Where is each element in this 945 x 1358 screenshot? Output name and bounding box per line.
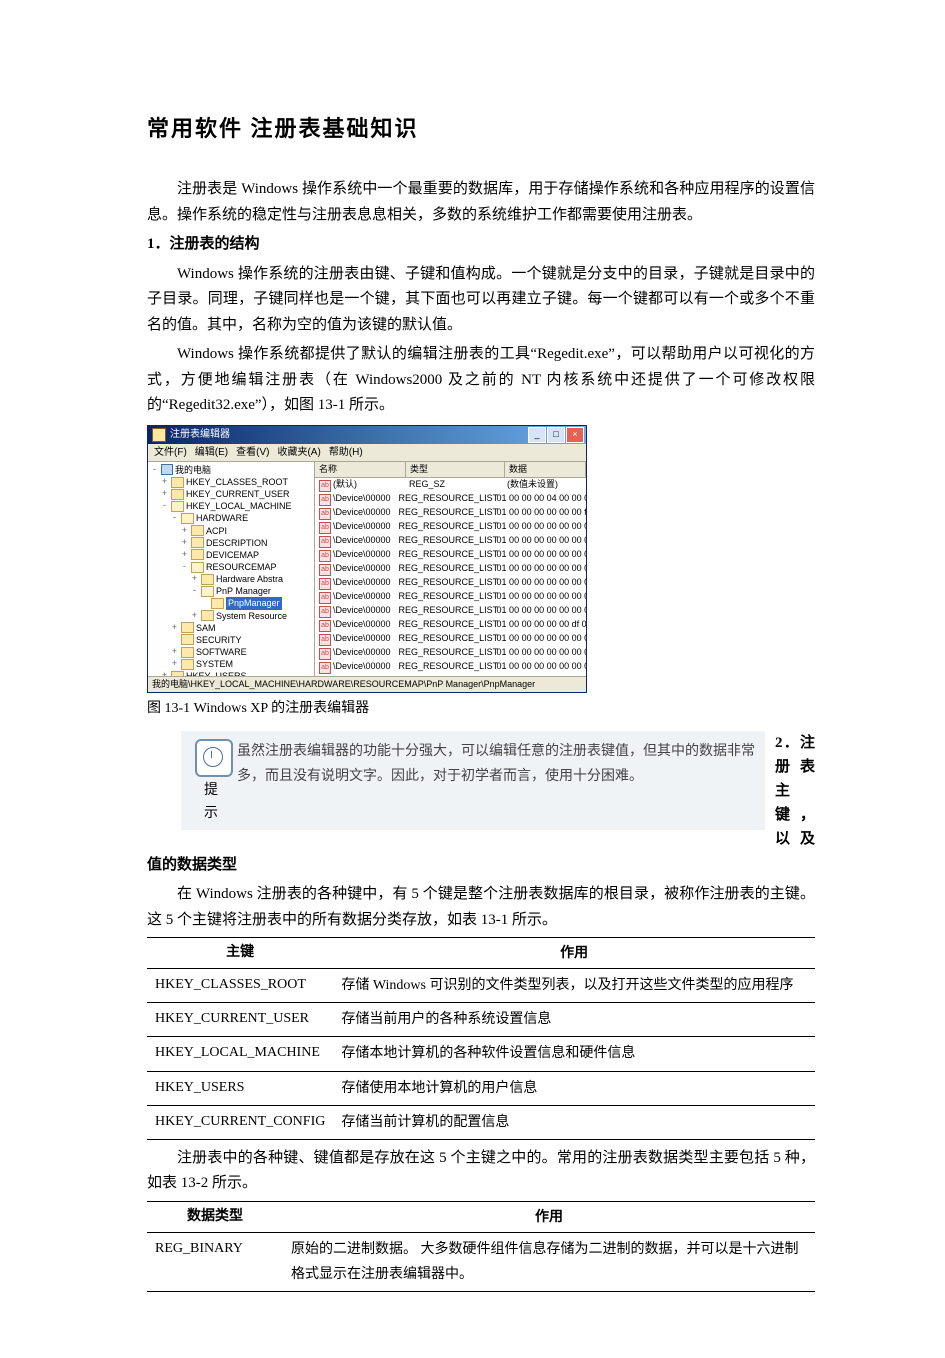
tree-node[interactable]: PnpManager: [150, 597, 314, 609]
list-row[interactable]: ab\Device\00000REG_RESOURCE_LIST01 00 00…: [315, 660, 586, 674]
list-row[interactable]: ab\Device\00000REG_RESOURCE_LIST01 00 00…: [315, 632, 586, 646]
menu-help[interactable]: 帮助(H): [329, 444, 363, 461]
list-pane[interactable]: 名称 类型 数据 ab(默认)REG_SZ(数值未设置)ab\Device\00…: [315, 462, 586, 676]
table2-col2: 作用: [283, 1201, 815, 1232]
subheading-value-types: 值的数据类型: [147, 853, 815, 879]
close-button[interactable]: ×: [566, 427, 584, 443]
section-2-side-title: 2．注册表主键，以及: [775, 731, 815, 851]
section-1-p1: Windows 操作系统的注册表由键、子键和值构成。一个键就是分支中的目录，子键…: [147, 262, 815, 339]
table-row: HKEY_CURRENT_USER存储当前用户的各种系统设置信息: [147, 1003, 815, 1037]
table1-col2: 作用: [333, 938, 815, 969]
titlebar: 注册表编辑器 _ □ ×: [148, 426, 586, 444]
col-type[interactable]: 类型: [406, 462, 505, 477]
table-row: HKEY_CURRENT_CONFIG存储当前计算机的配置信息: [147, 1105, 815, 1139]
tree-node[interactable]: +Hardware Abstra: [150, 573, 314, 585]
tip-text: 虽然注册表编辑器的功能十分强大，可以编辑任意的注册表键值，但其中的数据非常多，而…: [237, 739, 755, 827]
table2-col1: 数据类型: [147, 1201, 283, 1232]
table-row: REG_BINARY原始的二进制数据。 大多数硬件组件信息存储为二进制的数据，并…: [147, 1232, 815, 1291]
page-title: 常用软件 注册表基础知识: [147, 110, 815, 147]
statusbar: 我的电脑\HKEY_LOCAL_MACHINE\HARDWARE\RESOURC…: [148, 676, 586, 692]
section-2-p1: 在 Windows 注册表的各种键中，有 5 个键是整个注册表数据库的根目录，被…: [147, 882, 815, 933]
tree-node[interactable]: +SAM: [150, 622, 314, 634]
tree-root[interactable]: -我的电脑: [150, 464, 314, 476]
intro-paragraph: 注册表是 Windows 操作系统中一个最重要的数据库，用于存储操作系统和各种应…: [147, 177, 815, 228]
minimize-button[interactable]: _: [528, 427, 546, 443]
table1-col1: 主键: [147, 938, 333, 969]
list-row[interactable]: ab\Device\00000REG_RESOURCE_LIST01 00 00…: [315, 534, 586, 548]
section-1-title: 1．注册表的结构: [147, 232, 815, 258]
list-row[interactable]: ab\Device\00000REG_RESOURCE_LIST01 00 00…: [315, 674, 586, 676]
list-row[interactable]: ab\Device\00000REG_RESOURCE_LIST01 00 00…: [315, 520, 586, 534]
window-title: 注册表编辑器: [170, 426, 230, 443]
list-row[interactable]: ab\Device\00000REG_RESOURCE_LIST01 00 00…: [315, 646, 586, 660]
menubar: 文件(F) 编辑(E) 查看(V) 收藏夹(A) 帮助(H): [148, 444, 586, 462]
table-row: HKEY_USERS存储使用本地计算机的用户信息: [147, 1071, 815, 1105]
list-row[interactable]: ab\Device\00000REG_RESOURCE_LIST01 00 00…: [315, 506, 586, 520]
tree-node[interactable]: +HKEY_CLASSES_ROOT: [150, 476, 314, 488]
menu-edit[interactable]: 编辑(E): [195, 444, 228, 461]
tree-node[interactable]: SECURITY: [150, 634, 314, 646]
table-row: HKEY_LOCAL_MACHINE存储本地计算机的各种软件设置信息和硬件信息: [147, 1037, 815, 1071]
tree-pane[interactable]: -我的电脑+HKEY_CLASSES_ROOT+HKEY_CURRENT_USE…: [148, 462, 315, 676]
menu-favorites[interactable]: 收藏夹(A): [277, 444, 320, 461]
table-row: HKEY_CLASSES_ROOT存储 Windows 可识别的文件类型列表，以…: [147, 968, 815, 1002]
list-row[interactable]: ab\Device\00000REG_RESOURCE_LIST01 00 00…: [315, 562, 586, 576]
list-row[interactable]: ab\Device\00000REG_RESOURCE_LIST01 00 00…: [315, 604, 586, 618]
regedit-window: 注册表编辑器 _ □ × 文件(F) 编辑(E) 查看(V) 收藏夹(A) 帮助…: [147, 425, 587, 693]
list-row[interactable]: ab\Device\00000REG_RESOURCE_LIST01 00 00…: [315, 548, 586, 562]
section-2-p2: 注册表中的各种键、键值都是存放在这 5 个主键之中的。常用的注册表数据类型主要包…: [147, 1146, 815, 1197]
tree-node[interactable]: +System Resource: [150, 610, 314, 622]
list-row[interactable]: ab\Device\00000REG_RESOURCE_LIST01 00 00…: [315, 492, 586, 506]
table-data-types: 数据类型 作用 REG_BINARY原始的二进制数据。 大多数硬件组件信息存储为…: [147, 1201, 815, 1292]
tree-node[interactable]: -PnP Manager: [150, 585, 314, 597]
tree-node[interactable]: +HKEY_USERS: [150, 670, 314, 676]
maximize-button[interactable]: □: [547, 427, 565, 443]
tree-node[interactable]: -RESOURCEMAP: [150, 561, 314, 573]
tip-label: 提 示: [191, 779, 237, 827]
tree-node[interactable]: +DESCRIPTION: [150, 537, 314, 549]
table-main-keys: 主键 作用 HKEY_CLASSES_ROOT存储 Windows 可识别的文件…: [147, 937, 815, 1140]
app-icon: [152, 428, 166, 442]
list-row[interactable]: ab(默认)REG_SZ(数值未设置): [315, 478, 586, 492]
tree-node[interactable]: -HARDWARE: [150, 512, 314, 524]
tree-node[interactable]: +HKEY_CURRENT_USER: [150, 488, 314, 500]
tree-node[interactable]: +SYSTEM: [150, 658, 314, 670]
menu-view[interactable]: 查看(V): [236, 444, 269, 461]
list-row[interactable]: ab\Device\00000REG_RESOURCE_LIST01 00 00…: [315, 590, 586, 604]
clock-icon: [195, 739, 233, 777]
section-1-p2: Windows 操作系统都提供了默认的编辑注册表的工具“Regedit.exe”…: [147, 342, 815, 419]
figure-caption: 图 13-1 Windows XP 的注册表编辑器: [147, 697, 815, 721]
list-row[interactable]: ab\Device\00000REG_RESOURCE_LIST01 00 00…: [315, 576, 586, 590]
menu-file[interactable]: 文件(F): [154, 444, 187, 461]
tree-node[interactable]: +ACPI: [150, 525, 314, 537]
tree-node[interactable]: +SOFTWARE: [150, 646, 314, 658]
tree-node[interactable]: +DEVICEMAP: [150, 549, 314, 561]
col-name[interactable]: 名称: [315, 462, 406, 477]
col-data[interactable]: 数据: [505, 462, 586, 477]
tip-box: 提 示 虽然注册表编辑器的功能十分强大，可以编辑任意的注册表键值，但其中的数据非…: [181, 731, 765, 831]
list-row[interactable]: ab\Device\00000REG_RESOURCE_LIST01 00 00…: [315, 618, 586, 632]
tree-node[interactable]: -HKEY_LOCAL_MACHINE: [150, 500, 314, 512]
